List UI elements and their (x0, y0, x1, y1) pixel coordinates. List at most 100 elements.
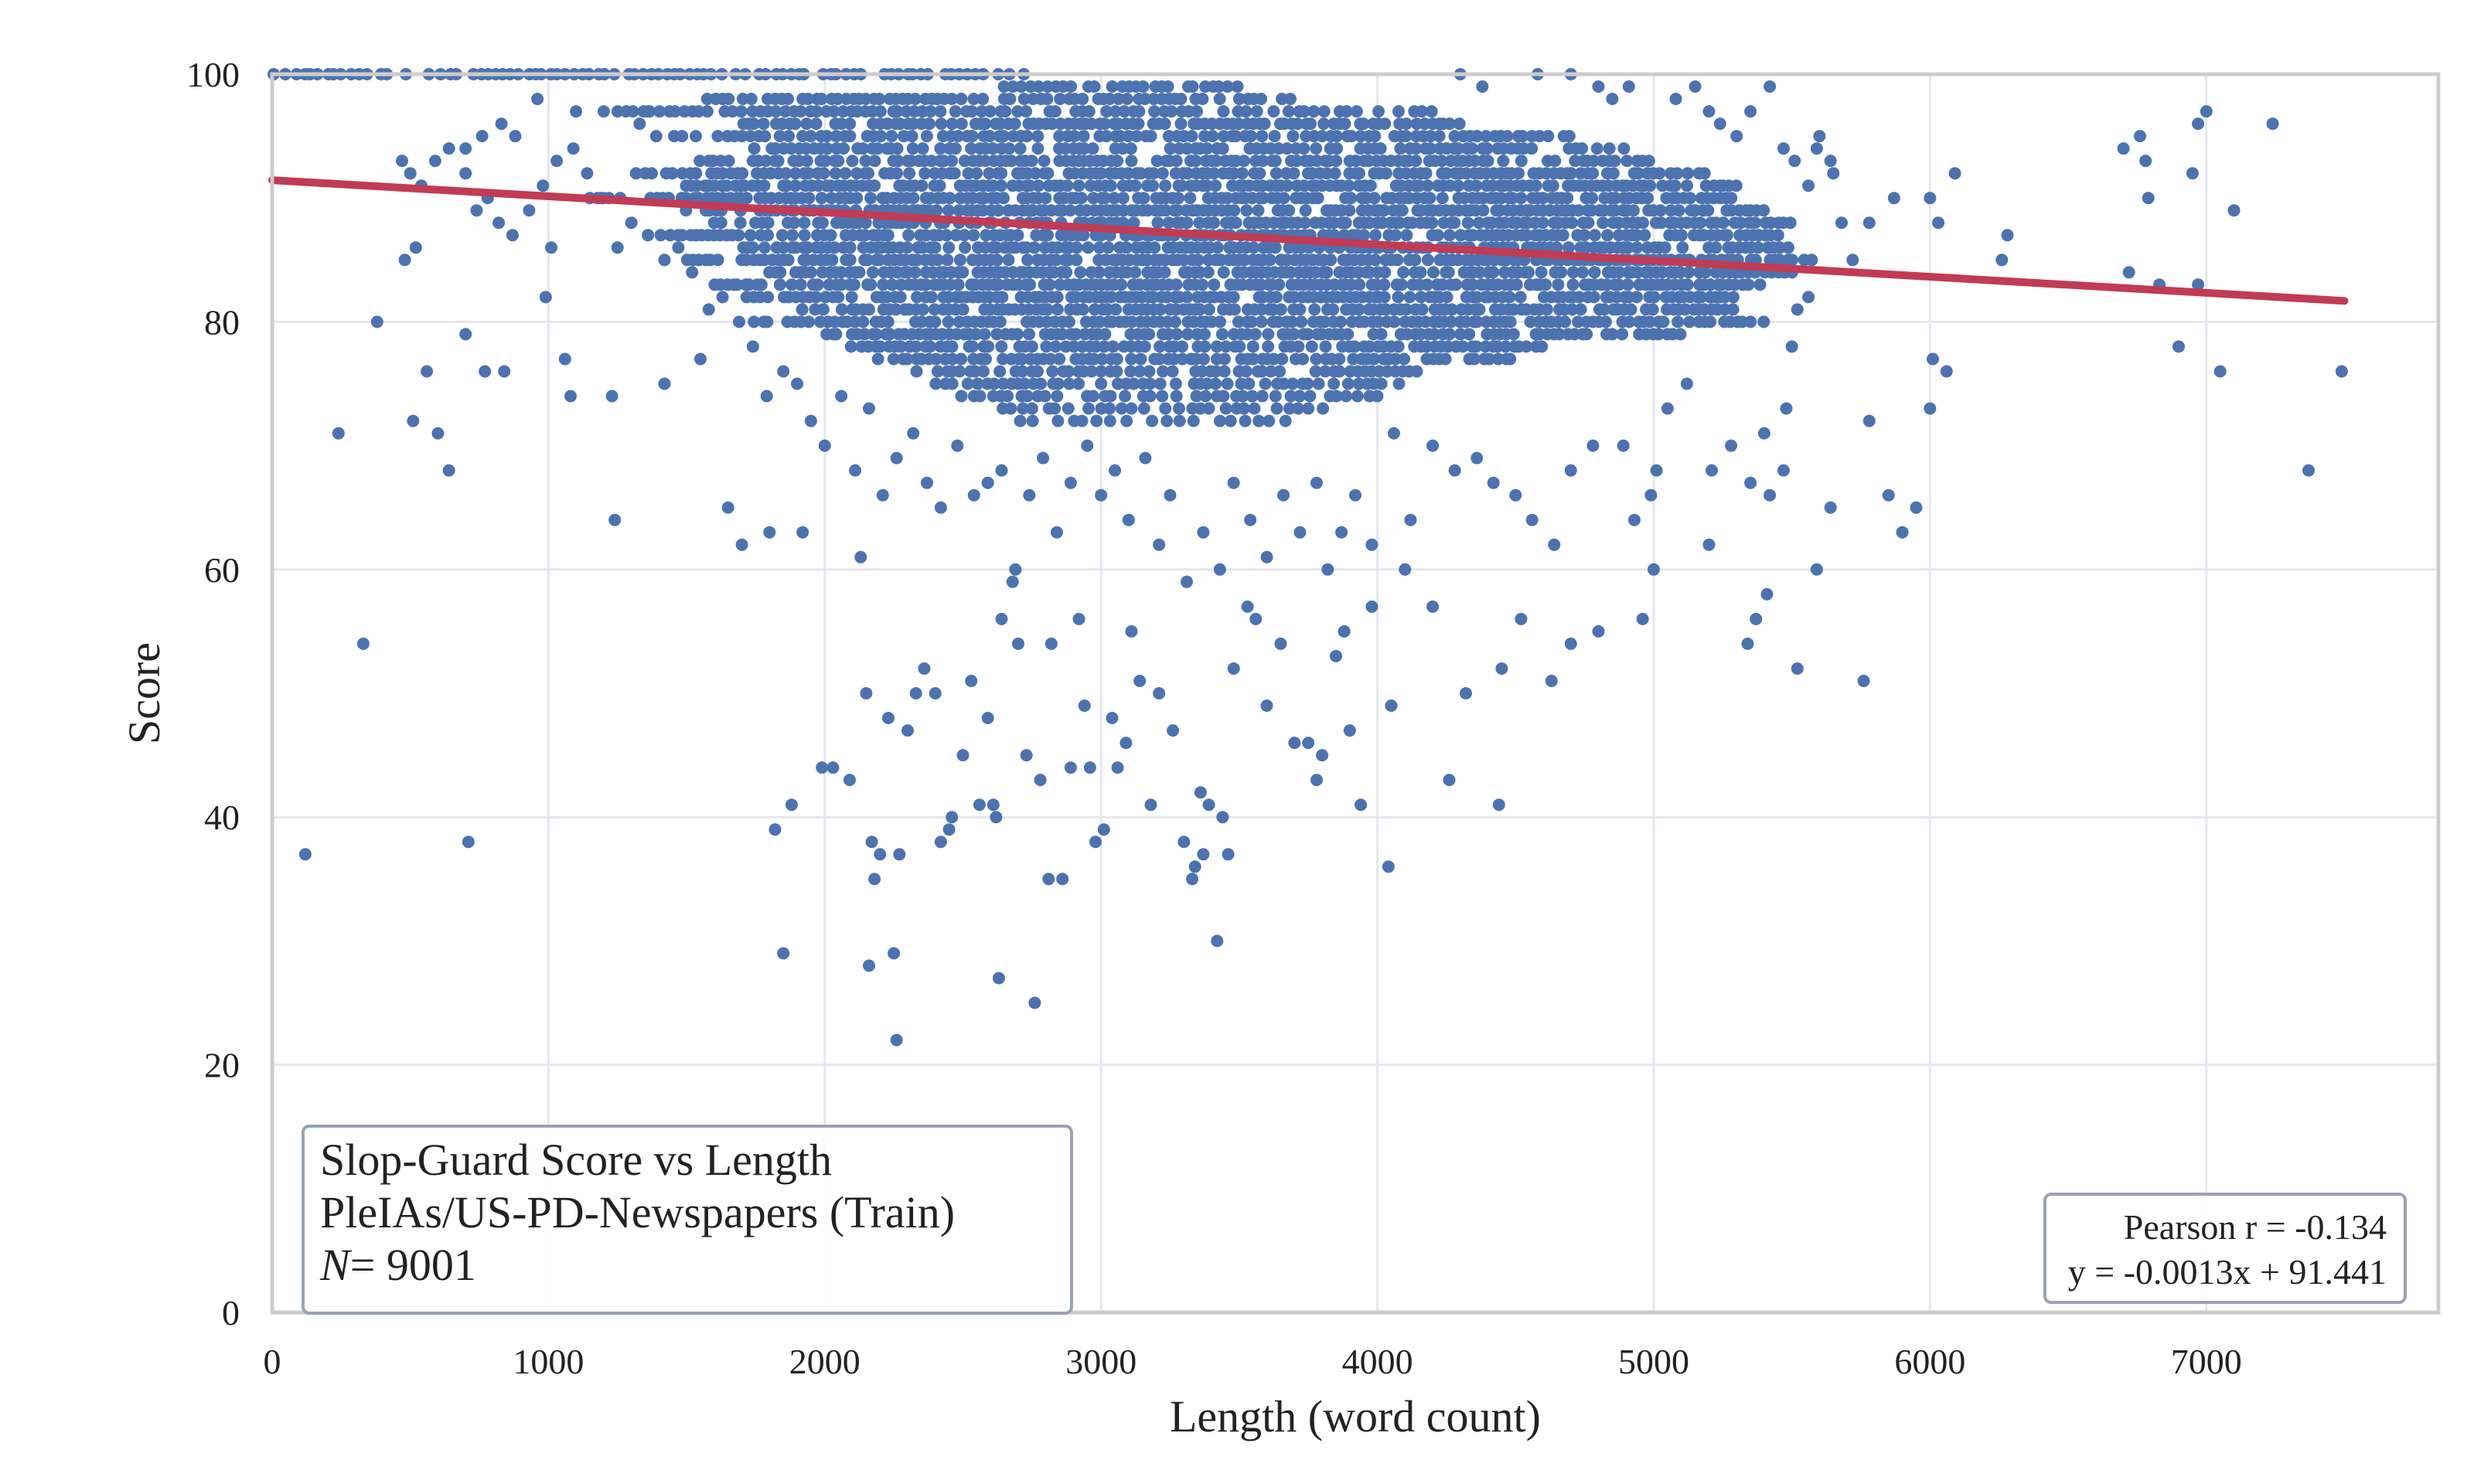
data-point (920, 130, 933, 143)
data-point (1470, 130, 1484, 143)
data-point (1154, 340, 1167, 353)
data-point (1539, 278, 1552, 291)
data-point (1153, 687, 1166, 699)
data-point (1440, 167, 1453, 180)
data-point (1147, 167, 1160, 180)
data-point (870, 328, 883, 341)
data-point (804, 414, 817, 427)
data-point (1749, 216, 1762, 230)
data-point (1470, 315, 1484, 328)
data-point (1252, 204, 1265, 217)
data-point (990, 811, 1003, 824)
data-point (1167, 724, 1180, 737)
data-point (930, 204, 943, 217)
data-point (1082, 402, 1095, 415)
data-point (1014, 414, 1027, 427)
data-point (1096, 352, 1109, 366)
data-point (692, 105, 705, 118)
data-point (1269, 291, 1283, 304)
data-point (1371, 390, 1384, 403)
data-point (755, 278, 768, 291)
data-point (895, 340, 908, 353)
data-point (1232, 315, 1245, 328)
data-point (916, 142, 929, 155)
data-point (2172, 340, 2185, 353)
data-point (780, 179, 793, 192)
data-point (1805, 254, 1818, 267)
data-point (1171, 328, 1184, 341)
data-point (1041, 93, 1054, 105)
data-point (1473, 266, 1486, 279)
data-point (1813, 130, 1826, 143)
data-point (1392, 377, 1406, 390)
data-point (934, 501, 947, 514)
data-point (1136, 80, 1150, 93)
data-point (1283, 204, 1296, 217)
data-point (1621, 241, 1634, 254)
data-point (332, 427, 345, 440)
data-point (1542, 130, 1555, 143)
data-point (1564, 464, 1577, 477)
data-point (731, 278, 744, 291)
data-point (1252, 414, 1266, 427)
data-point (1330, 155, 1343, 168)
data-point (1148, 241, 1161, 254)
data-point (1702, 105, 1716, 118)
data-point (1631, 241, 1644, 254)
data-point (1159, 179, 1172, 192)
data-point (1089, 836, 1102, 849)
data-point (1216, 142, 1229, 155)
data-point (1613, 278, 1625, 291)
data-point (2192, 117, 2205, 131)
data-point (1003, 142, 1016, 155)
data-point (1197, 526, 1210, 539)
data-point (1887, 192, 1900, 205)
data-point (1044, 352, 1057, 366)
data-point (509, 130, 522, 143)
data-point (428, 155, 441, 168)
data-point (1193, 266, 1206, 279)
data-point (1277, 488, 1290, 502)
data-point (740, 192, 753, 205)
data-point (1450, 278, 1463, 291)
data-point (955, 117, 968, 131)
data-point (993, 972, 1005, 985)
data-point (1741, 637, 1754, 650)
data-point (1256, 365, 1269, 378)
data-point (1287, 328, 1300, 341)
data-point (1031, 365, 1044, 378)
data-point (1835, 216, 1848, 230)
data-point (1310, 352, 1323, 366)
data-point (1586, 167, 1600, 180)
data-point (942, 204, 955, 217)
data-point (1343, 204, 1356, 217)
data-point (873, 254, 886, 267)
data-point (801, 241, 814, 254)
data-point (1105, 291, 1118, 304)
data-point (1122, 167, 1134, 180)
x-tick-label: 3000 (1065, 1342, 1136, 1381)
data-point (1378, 278, 1391, 291)
data-point (700, 93, 714, 105)
data-point (746, 340, 759, 353)
data-point (1460, 687, 1472, 699)
data-point (1374, 142, 1387, 155)
data-point (995, 612, 1008, 625)
data-point (1127, 216, 1140, 230)
data-point (1483, 352, 1496, 366)
data-point (1327, 303, 1340, 316)
data-point (1026, 414, 1039, 427)
data-point (1545, 675, 1558, 687)
data-point (762, 216, 775, 230)
data-point (1357, 229, 1370, 242)
data-point (1144, 130, 1157, 143)
data-point (874, 848, 887, 861)
data-point (1349, 488, 1361, 502)
data-point (1213, 93, 1226, 105)
data-point (809, 291, 823, 304)
data-point (791, 377, 804, 390)
data-point (1170, 155, 1183, 168)
data-point (1256, 130, 1269, 143)
data-point (1674, 328, 1687, 341)
data-point (714, 216, 728, 230)
